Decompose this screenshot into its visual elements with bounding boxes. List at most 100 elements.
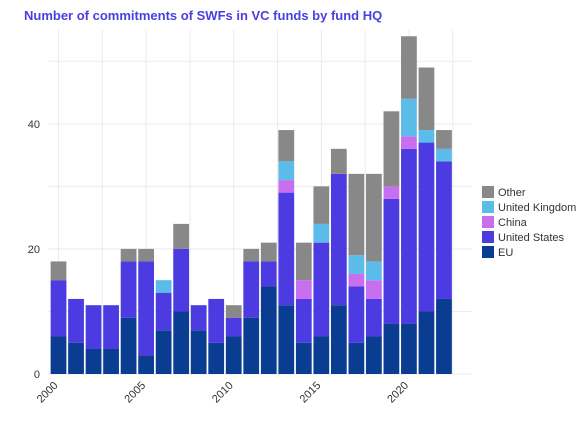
bar-segment-eu-2015 xyxy=(313,336,330,374)
bar-segment-other-2018 xyxy=(366,173,382,262)
bar-segment-eu-2010 xyxy=(225,336,242,374)
bar-segment-united-kingdom-2021 xyxy=(418,130,435,143)
bar-segment-other-2010 xyxy=(225,305,242,318)
bar-segment-other-2014 xyxy=(295,242,312,281)
bar-segment-other-2020 xyxy=(401,36,417,99)
bar-segment-other-2022 xyxy=(436,130,452,149)
bar-segment-other-2021 xyxy=(418,67,435,131)
bar-segment-united-states-2012 xyxy=(260,261,277,287)
bar-segment-united-states-2003 xyxy=(103,305,119,349)
bar-segment-china-2020 xyxy=(401,136,417,149)
bar-segment-united-states-2010 xyxy=(225,317,242,337)
bar-segment-eu-2016 xyxy=(330,305,347,374)
bar-segment-united-states-2005 xyxy=(138,261,154,356)
bar-segment-united-states-2018 xyxy=(366,298,382,337)
legend-swatch-united-states xyxy=(482,231,494,243)
legend-label-china: China xyxy=(498,217,528,229)
bar-segment-other-2016 xyxy=(330,148,347,174)
bar-segment-eu-2001 xyxy=(68,342,84,374)
bar-segment-united-states-2000 xyxy=(50,280,67,337)
legend-label-united-states: United States xyxy=(498,232,565,244)
bar-segment-eu-2003 xyxy=(103,348,119,374)
bar-segment-united-states-2008 xyxy=(190,305,207,331)
bar-segment-united-kingdom-2013 xyxy=(278,161,295,181)
x-tick-label: 2010 xyxy=(210,380,236,406)
bar-segment-united-states-2006 xyxy=(155,292,172,331)
bar-segment-eu-2020 xyxy=(401,323,417,374)
bar-segment-china-2014 xyxy=(295,280,312,299)
bar-segment-united-states-2001 xyxy=(68,298,84,343)
bar-segment-united-states-2002 xyxy=(85,305,102,349)
legend-label-united-kingdom: United Kingdom xyxy=(498,202,576,214)
bar-segment-china-2018 xyxy=(366,280,382,299)
bar-segment-china-2017 xyxy=(348,273,365,287)
bar-segment-eu-2014 xyxy=(295,342,312,374)
y-tick-label: 0 xyxy=(34,369,40,381)
bar-segment-eu-2009 xyxy=(208,342,225,374)
bar-segment-united-states-2004 xyxy=(120,261,137,318)
bar-segment-united-kingdom-2006 xyxy=(155,280,172,293)
bar-segment-eu-2002 xyxy=(85,348,102,374)
bar-segment-eu-2011 xyxy=(243,317,260,374)
bar-segment-other-2005 xyxy=(138,248,154,262)
legend-label-other: Other xyxy=(498,187,526,199)
bar-segment-eu-2004 xyxy=(120,317,137,374)
legend-swatch-other xyxy=(482,186,494,198)
legend-swatch-united-kingdom xyxy=(482,201,494,213)
bar-segment-eu-2017 xyxy=(348,342,365,374)
bar-segment-china-2013 xyxy=(278,180,295,193)
bar-segment-eu-2021 xyxy=(418,311,435,374)
legend-swatch-eu xyxy=(482,246,494,258)
bar-segment-united-states-2021 xyxy=(418,142,435,312)
bar-segment-united-states-2007 xyxy=(173,248,190,312)
bar-segment-united-states-2017 xyxy=(348,286,365,343)
bar-segment-other-2007 xyxy=(173,223,190,249)
bar-segment-eu-2008 xyxy=(190,330,207,374)
bar-segment-united-states-2016 xyxy=(330,173,347,306)
bar-segment-other-2004 xyxy=(120,248,137,262)
x-tick-label: 2000 xyxy=(35,380,61,406)
bar-segment-other-2019 xyxy=(383,111,400,187)
bar-segment-other-2012 xyxy=(260,242,277,262)
x-tick-label: 2020 xyxy=(385,380,411,406)
bars-layer xyxy=(50,36,452,374)
bar-segment-eu-2012 xyxy=(260,286,277,374)
bar-segment-eu-2000 xyxy=(50,336,67,374)
legend-label-eu: EU xyxy=(498,247,513,259)
bar-segment-united-kingdom-2022 xyxy=(436,148,452,162)
legend: Other United Kingdom China United States EU xyxy=(482,186,576,259)
bar-segment-united-kingdom-2015 xyxy=(313,223,330,243)
bar-segment-eu-2022 xyxy=(436,298,452,374)
bar-segment-united-states-2020 xyxy=(401,148,417,324)
bar-segment-other-2013 xyxy=(278,130,295,162)
bar-segment-eu-2005 xyxy=(138,355,154,374)
bar-segment-eu-2006 xyxy=(155,330,172,374)
x-tick-label: 2005 xyxy=(122,380,148,406)
bar-segment-other-2011 xyxy=(243,248,260,262)
bar-segment-united-states-2009 xyxy=(208,298,225,343)
x-tick-label: 2015 xyxy=(298,380,324,406)
bar-segment-eu-2007 xyxy=(173,311,190,374)
bar-segment-united-states-2015 xyxy=(313,242,330,337)
bar-segment-other-2000 xyxy=(50,261,67,281)
chart-title: Number of commitments of SWFs in VC fund… xyxy=(24,8,383,23)
bar-segment-other-2015 xyxy=(313,186,330,224)
bar-segment-united-kingdom-2018 xyxy=(366,261,382,281)
bar-segment-united-kingdom-2020 xyxy=(401,98,417,137)
bar-segment-eu-2018 xyxy=(366,336,382,374)
bar-segment-united-states-2022 xyxy=(436,161,452,299)
bar-segment-eu-2013 xyxy=(278,305,295,374)
bar-segment-other-2017 xyxy=(348,173,365,256)
bar-segment-united-states-2014 xyxy=(295,298,312,343)
bar-segment-eu-2019 xyxy=(383,323,400,374)
y-tick-label: 40 xyxy=(28,119,40,131)
bar-segment-united-states-2019 xyxy=(383,198,400,324)
bar-segment-united-states-2011 xyxy=(243,261,260,318)
bar-segment-china-2019 xyxy=(383,186,400,199)
y-tick-label: 20 xyxy=(28,244,40,256)
bar-segment-united-kingdom-2017 xyxy=(348,255,365,274)
legend-swatch-china xyxy=(482,216,494,228)
bar-segment-united-states-2013 xyxy=(278,192,295,306)
